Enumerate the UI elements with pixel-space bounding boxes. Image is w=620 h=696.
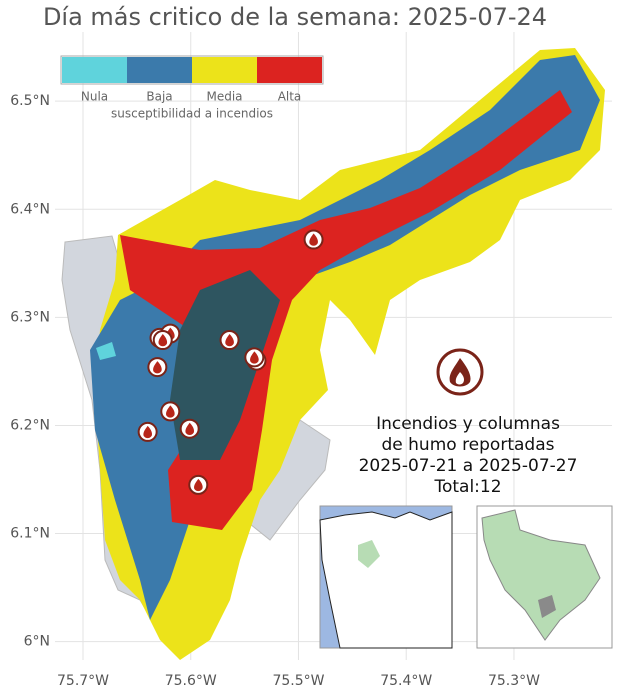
x-tick-label: 75.6°W [165,673,217,689]
legend-swatch [62,57,127,83]
legend-swatch [257,57,322,83]
big-fire-icon [436,348,484,396]
annotation-line: de humo reportadas [382,435,555,455]
fire-flame [166,405,175,418]
legend-label: Baja [146,90,172,104]
base-map [61,48,605,660]
legend-label: Alta [278,90,302,104]
inset-focus [538,595,556,618]
annotation-line: Total:12 [433,477,501,497]
title: Día más critico de la semana: 2025-07-24 [43,3,547,31]
y-tick-label: 6.5°N [10,93,50,109]
fire-flame [250,351,259,364]
legend-frame [60,55,324,85]
fire-marker [179,418,200,439]
fire-marker [188,474,209,495]
fire-marker [152,330,173,351]
fire-marker [160,401,181,422]
fire-markers [137,229,324,495]
y-tick-label: 6°N [24,634,50,650]
legend-swatch [127,57,192,83]
fire-marker [244,347,265,368]
legend: susceptibilidad a incendios Nula Baja Medi… [60,55,324,121]
fire-flame [143,425,153,439]
inset-land [319,511,453,649]
legend-caption: susceptibilidad a incendios [111,107,273,121]
annotation-line: 2025-07-21 a 2025-07-27 [359,456,578,476]
legend-swatch [192,57,257,83]
inset-department [476,505,613,649]
fire-marker [303,229,324,250]
y-tick-label: 6.1°N [10,526,50,542]
annotation-line: Incendios y columnas [376,414,560,434]
fire-flame [185,422,195,435]
icon-flame-core [455,372,464,385]
legend-label: Media [206,90,242,104]
axis-ticks: 75.7°W 75.6°W 75.5°W 75.4°W 75.3°W 6°N 6.1°N 6.… [10,93,540,689]
fire-flame [158,334,168,347]
fire-marker [147,357,168,378]
y-tick-label: 6.4°N [10,201,50,217]
fire-flame [194,478,203,492]
region-dense [170,270,280,460]
y-tick-label: 6.3°N [10,309,50,325]
inset-country [319,505,453,649]
region-nula [96,342,116,360]
y-tick-label: 6.2°N [10,417,50,433]
x-tick-label: 75.4°W [380,673,432,689]
legend-label: Nula [81,90,108,104]
fire-flame [153,361,162,374]
fire-marker [137,421,158,442]
inset-region [481,509,601,641]
inset-region [358,540,380,568]
fire-marker [219,330,240,351]
x-tick-label: 75.7°W [57,673,109,689]
fire-flame [309,233,318,246]
fire-flame [225,334,234,347]
x-tick-label: 75.3°W [488,673,540,689]
x-tick-label: 75.5°W [272,673,324,689]
